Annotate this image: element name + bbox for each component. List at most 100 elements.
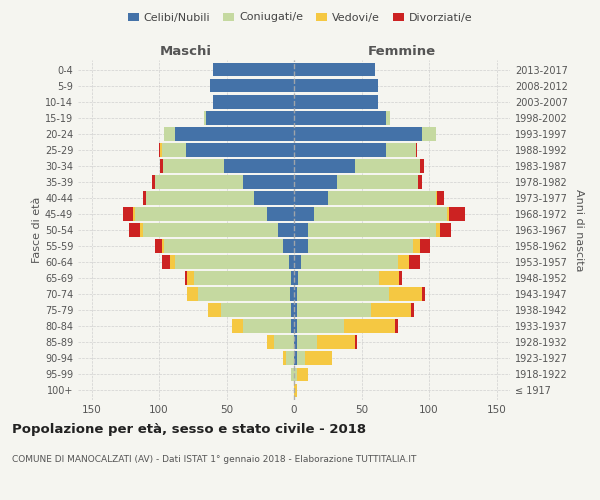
- Bar: [267, 207, 294, 221]
- Bar: [164, 239, 283, 253]
- Bar: [294, 352, 296, 365]
- Bar: [386, 111, 390, 124]
- Bar: [437, 191, 444, 204]
- Bar: [292, 304, 294, 317]
- Bar: [317, 336, 355, 349]
- Bar: [337, 175, 418, 188]
- Bar: [296, 352, 305, 365]
- Bar: [400, 272, 402, 285]
- Bar: [294, 320, 296, 333]
- Bar: [398, 256, 409, 269]
- Bar: [134, 207, 267, 221]
- Bar: [175, 256, 289, 269]
- Bar: [294, 336, 296, 349]
- Bar: [294, 111, 386, 124]
- Bar: [294, 288, 296, 301]
- Text: Femmine: Femmine: [368, 46, 436, 59]
- Bar: [129, 223, 140, 237]
- Bar: [155, 175, 242, 188]
- Text: Popolazione per età, sesso e stato civile - 2018: Popolazione per età, sesso e stato civil…: [12, 422, 366, 436]
- Bar: [328, 191, 436, 204]
- Bar: [294, 239, 308, 253]
- Bar: [213, 63, 294, 76]
- Bar: [161, 143, 186, 156]
- Bar: [371, 304, 412, 317]
- Bar: [294, 143, 386, 156]
- Bar: [440, 223, 451, 237]
- Bar: [152, 175, 155, 188]
- Bar: [389, 288, 422, 301]
- Bar: [436, 223, 440, 237]
- Bar: [278, 223, 294, 237]
- Bar: [203, 111, 206, 124]
- Bar: [294, 304, 296, 317]
- Bar: [294, 79, 378, 92]
- Bar: [159, 143, 160, 156]
- Bar: [294, 191, 328, 204]
- Bar: [419, 159, 424, 172]
- Bar: [294, 272, 298, 285]
- Bar: [185, 272, 187, 285]
- Bar: [305, 352, 332, 365]
- Bar: [170, 256, 175, 269]
- Bar: [122, 207, 133, 221]
- Bar: [419, 239, 430, 253]
- Bar: [308, 239, 413, 253]
- Bar: [292, 272, 294, 285]
- Bar: [143, 191, 145, 204]
- Bar: [294, 95, 378, 108]
- Bar: [290, 288, 294, 301]
- Bar: [283, 239, 294, 253]
- Bar: [242, 320, 292, 333]
- Bar: [232, 320, 242, 333]
- Bar: [449, 207, 466, 221]
- Bar: [446, 207, 449, 221]
- Bar: [143, 223, 278, 237]
- Bar: [162, 239, 164, 253]
- Bar: [296, 304, 371, 317]
- Bar: [296, 320, 344, 333]
- Bar: [294, 256, 301, 269]
- Bar: [294, 368, 296, 381]
- Y-axis label: Anni di nascita: Anni di nascita: [574, 188, 584, 271]
- Bar: [145, 191, 254, 204]
- Bar: [294, 223, 308, 237]
- Bar: [294, 127, 422, 140]
- Bar: [175, 127, 294, 140]
- Bar: [163, 159, 224, 172]
- Bar: [296, 368, 308, 381]
- Bar: [422, 288, 425, 301]
- Legend: Celibi/Nubili, Coniugati/e, Vedovi/e, Divorziati/e: Celibi/Nubili, Coniugati/e, Vedovi/e, Di…: [124, 8, 476, 27]
- Bar: [224, 159, 294, 172]
- Bar: [344, 320, 395, 333]
- Bar: [413, 239, 419, 253]
- Bar: [296, 288, 389, 301]
- Bar: [436, 191, 437, 204]
- Bar: [386, 143, 415, 156]
- Bar: [409, 256, 419, 269]
- Bar: [292, 320, 294, 333]
- Bar: [395, 320, 398, 333]
- Bar: [308, 223, 436, 237]
- Bar: [133, 207, 134, 221]
- Bar: [187, 272, 194, 285]
- Bar: [289, 256, 294, 269]
- Bar: [283, 352, 286, 365]
- Bar: [415, 143, 417, 156]
- Text: Maschi: Maschi: [160, 46, 212, 59]
- Bar: [140, 223, 143, 237]
- Bar: [221, 304, 292, 317]
- Bar: [198, 288, 290, 301]
- Bar: [194, 272, 292, 285]
- Text: COMUNE DI MANOCALZATI (AV) - Dati ISTAT 1° gennaio 2018 - Elaborazione TUTTITALI: COMUNE DI MANOCALZATI (AV) - Dati ISTAT …: [12, 455, 416, 464]
- Bar: [274, 336, 294, 349]
- Bar: [187, 288, 198, 301]
- Bar: [418, 175, 422, 188]
- Bar: [294, 384, 296, 397]
- Bar: [210, 79, 294, 92]
- Bar: [254, 191, 294, 204]
- Bar: [294, 207, 314, 221]
- Bar: [160, 159, 163, 172]
- Bar: [379, 272, 400, 285]
- Bar: [213, 95, 294, 108]
